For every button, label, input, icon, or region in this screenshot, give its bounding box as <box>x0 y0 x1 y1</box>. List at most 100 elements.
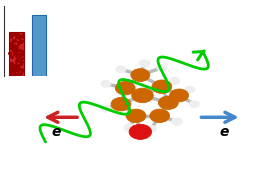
Point <box>11 70 16 73</box>
Point <box>20 69 24 72</box>
Point <box>19 52 23 55</box>
Point <box>15 65 19 68</box>
Point <box>12 53 17 56</box>
Circle shape <box>111 98 131 111</box>
Point <box>10 34 14 37</box>
Point <box>15 51 20 54</box>
Text: e: e <box>220 125 229 139</box>
Point <box>13 38 17 41</box>
Circle shape <box>132 88 153 103</box>
Point <box>9 33 13 36</box>
Point <box>13 65 18 68</box>
Point <box>18 60 23 63</box>
Point <box>8 67 12 70</box>
Point <box>12 50 17 53</box>
Point <box>18 53 23 56</box>
Point <box>14 45 18 48</box>
Point <box>18 34 22 37</box>
Point <box>8 46 13 50</box>
Circle shape <box>126 109 146 122</box>
Point <box>8 68 13 71</box>
Point <box>16 69 21 72</box>
Point <box>17 56 22 59</box>
Point <box>14 45 18 48</box>
Circle shape <box>124 124 135 131</box>
Bar <box>32 15 46 76</box>
Circle shape <box>150 109 170 122</box>
Point <box>7 73 12 76</box>
Point <box>17 53 22 56</box>
Circle shape <box>152 80 172 93</box>
Point <box>10 61 14 64</box>
Point <box>16 70 21 73</box>
Point <box>12 66 17 69</box>
Point <box>14 59 18 62</box>
Point <box>19 68 24 71</box>
Point <box>19 50 24 53</box>
Point <box>9 69 13 72</box>
Point <box>21 53 26 56</box>
Point <box>13 32 17 35</box>
Point <box>8 42 12 45</box>
Point <box>14 55 18 58</box>
Point <box>17 36 21 39</box>
Point <box>19 59 23 62</box>
Point <box>18 68 22 71</box>
Point <box>12 67 16 70</box>
Point <box>18 60 23 63</box>
Circle shape <box>171 118 183 125</box>
Point <box>11 66 16 69</box>
Point <box>13 63 17 66</box>
Point <box>11 43 16 46</box>
Circle shape <box>170 89 188 102</box>
Circle shape <box>170 77 180 84</box>
Point <box>14 36 18 39</box>
Circle shape <box>189 101 199 108</box>
Point <box>14 67 18 70</box>
Point <box>9 42 13 45</box>
Point <box>11 48 16 51</box>
Point <box>8 53 12 56</box>
Point <box>14 48 18 51</box>
Circle shape <box>129 124 152 139</box>
Point <box>18 61 23 64</box>
Point <box>18 72 23 75</box>
Point <box>8 51 12 54</box>
Point <box>19 34 24 37</box>
Point <box>15 58 19 61</box>
Point <box>17 60 21 63</box>
Circle shape <box>185 86 195 93</box>
Point <box>13 46 18 49</box>
Circle shape <box>101 80 111 87</box>
Circle shape <box>139 60 150 67</box>
Point <box>18 38 22 41</box>
Point <box>10 56 14 59</box>
Point <box>19 70 24 73</box>
Point <box>9 68 14 71</box>
Point <box>10 62 14 65</box>
Point <box>17 49 22 52</box>
Point <box>17 67 22 70</box>
Point <box>9 44 14 47</box>
Point <box>17 36 21 39</box>
Point <box>9 61 13 64</box>
Point <box>15 31 20 34</box>
Point <box>12 68 17 71</box>
Point <box>16 41 21 44</box>
Point <box>11 72 16 75</box>
Bar <box>9 32 24 76</box>
Point <box>14 52 19 55</box>
Point <box>13 62 18 65</box>
Point <box>13 69 18 72</box>
Point <box>18 67 23 70</box>
Point <box>17 41 21 44</box>
Point <box>10 45 14 48</box>
Point <box>18 54 23 57</box>
Point <box>13 48 18 51</box>
Point <box>14 69 18 72</box>
Point <box>21 34 25 37</box>
Point <box>9 55 14 58</box>
Text: e: e <box>52 125 61 139</box>
Circle shape <box>157 64 167 71</box>
Point <box>10 43 15 46</box>
